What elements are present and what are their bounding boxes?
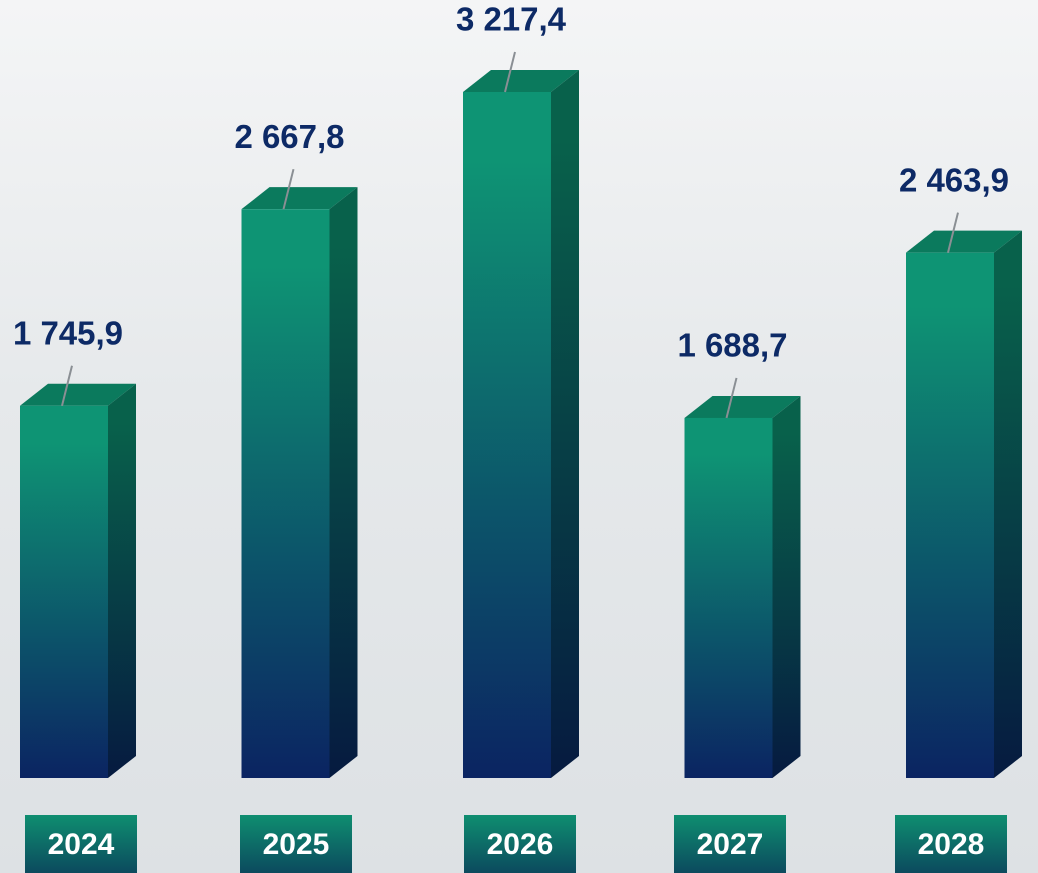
bar-top bbox=[684, 395, 801, 418]
bar bbox=[241, 209, 330, 778]
leader-line bbox=[947, 212, 959, 253]
leader-line bbox=[504, 51, 516, 93]
bar-top bbox=[463, 70, 579, 92]
bar-top bbox=[906, 230, 1022, 253]
category-box bbox=[895, 815, 1007, 873]
value-label: 2 463,9 bbox=[899, 161, 1009, 198]
bar-side bbox=[108, 383, 136, 778]
bars: 1 745,9 2024 2 667,8 2025 3 217,4 2026 1 688,7… bbox=[13, 1, 1022, 873]
leader-line bbox=[61, 365, 73, 406]
bar-top bbox=[241, 187, 358, 210]
value-label: 2 667,8 bbox=[234, 118, 344, 155]
category-box bbox=[674, 815, 786, 873]
bar-side bbox=[329, 187, 358, 778]
bar bbox=[684, 417, 773, 778]
bar-side bbox=[551, 70, 579, 778]
category-box bbox=[25, 815, 137, 873]
value-label: 3 217,4 bbox=[456, 1, 567, 38]
bar-side bbox=[994, 230, 1022, 779]
bar bbox=[20, 405, 108, 778]
x-tick-label: 2028 bbox=[918, 828, 985, 861]
x-tick-label: 2025 bbox=[263, 828, 330, 861]
value-label: 1 745,9 bbox=[13, 314, 123, 351]
x-tick-label: 2027 bbox=[697, 828, 764, 861]
bar-top bbox=[20, 383, 136, 406]
value-label: 1 688,7 bbox=[677, 327, 787, 364]
bar-side bbox=[772, 395, 801, 778]
x-tick-label: 2026 bbox=[487, 828, 554, 861]
bar bbox=[463, 92, 551, 778]
category-box bbox=[240, 815, 352, 873]
bar bbox=[906, 252, 994, 779]
x-tick-label: 2024 bbox=[48, 828, 115, 861]
category-box bbox=[464, 815, 576, 873]
leader-line bbox=[282, 168, 295, 210]
leader-line bbox=[725, 377, 738, 419]
